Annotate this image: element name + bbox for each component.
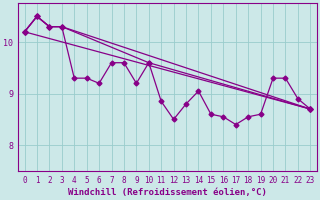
X-axis label: Windchill (Refroidissement éolien,°C): Windchill (Refroidissement éolien,°C) [68,188,267,197]
